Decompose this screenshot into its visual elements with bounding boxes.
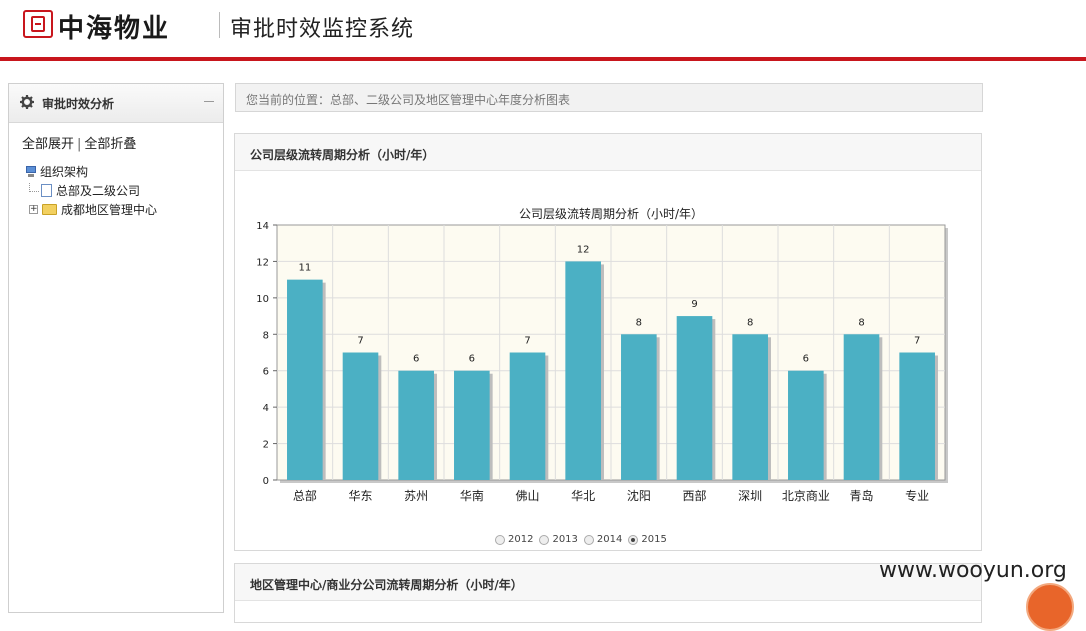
bar — [342, 352, 379, 480]
data-label: 8 — [858, 317, 864, 328]
y-tick-label: 0 — [263, 476, 269, 487]
bar — [843, 334, 880, 480]
y-tick-label: 4 — [263, 403, 269, 414]
data-label: 12 — [577, 244, 590, 255]
page-icon — [41, 184, 52, 197]
bar — [788, 370, 824, 480]
y-tick-label: 10 — [256, 294, 269, 305]
bar — [621, 334, 657, 480]
header-divider — [219, 12, 220, 38]
collapse-panel-icon[interactable] — [204, 101, 214, 102]
y-tick-label: 14 — [256, 221, 269, 232]
tree-root[interactable]: 组织架构 — [25, 162, 157, 181]
legend-year-option[interactable]: 2014 — [583, 534, 623, 545]
tree-node-hq[interactable]: 总部及二级公司 — [25, 181, 157, 200]
data-label: 7 — [914, 336, 920, 347]
bar — [454, 370, 490, 480]
tree-connector — [29, 183, 39, 192]
tree-node-label: 总部及二级公司 — [56, 184, 141, 198]
chart-title: 公司层级流转周期分析（小时/年） — [519, 206, 703, 221]
region-panel: 地区管理中心/商业分公司流转周期分析（小时/年） — [234, 563, 982, 623]
x-tick-label: 华北 — [571, 489, 595, 503]
expand-all-link[interactable]: 全部展开 — [22, 137, 75, 152]
data-label: 7 — [357, 336, 363, 347]
x-tick-label: 苏州 — [404, 489, 428, 503]
panel-title: 公司层级流转周期分析（小时/年） — [235, 134, 981, 171]
legend-year-option[interactable]: 2013 — [539, 534, 578, 545]
bar-chart: 公司层级流转周期分析（小时/年） 0 2 4 6 8 10 12 14 11 总部 7 华东 6 苏州 6 华南… — [256, 206, 948, 503]
data-label: 11 — [298, 263, 311, 274]
x-tick-label: 总部 — [293, 488, 317, 503]
x-tick-label: 佛山 — [515, 489, 539, 503]
bar — [509, 352, 546, 480]
data-label: 9 — [691, 299, 697, 310]
gear-icon — [20, 95, 34, 109]
sidebar-header: 审批时效分析 — [9, 84, 223, 123]
x-tick-label: 专业 — [905, 488, 929, 503]
sidebar: 审批时效分析 全部展开 | 全部折叠 组织架构 总部及二级公司 + 成都地区管理中心 — [8, 83, 224, 613]
expand-plus-icon[interactable]: + — [29, 204, 38, 214]
tree-node-label: 成都地区管理中心 — [61, 203, 158, 217]
data-label: 8 — [636, 317, 642, 328]
y-tick-label: 12 — [256, 257, 269, 268]
y-tick-label: 8 — [263, 330, 269, 341]
legend-year-label: 2014 — [596, 534, 623, 545]
brand-logo-icon — [23, 10, 53, 38]
radio-icon[interactable] — [628, 534, 639, 545]
legend-year-label: 2015 — [641, 534, 667, 545]
system-title: 审批时效监控系统 — [230, 17, 415, 42]
breadcrumb: 您当前的位置：总部、二级公司及地区管理中心年度分析图表 — [235, 83, 983, 112]
x-tick-label: 北京商业 — [782, 488, 830, 503]
header-accent-line — [0, 57, 1086, 61]
computer-icon — [25, 165, 37, 178]
x-tick-label: 华东 — [348, 489, 372, 503]
radio-icon[interactable] — [583, 534, 594, 545]
app-header: 中海物业 审批时效监控系统 — [0, 0, 1086, 61]
bar — [676, 316, 713, 480]
brand-name: 中海物业 — [58, 14, 171, 44]
x-tick-label: 沈阳 — [627, 488, 651, 503]
bar — [398, 370, 434, 480]
watermark: www.wooyun.org — [879, 558, 1067, 583]
tree-node-chengdu[interactable]: + 成都地区管理中心 — [25, 200, 157, 219]
year-legend: 2012 2013 2014 2015 — [495, 534, 667, 545]
panel-title: 地区管理中心/商业分公司流转周期分析（小时/年） — [235, 564, 981, 601]
legend-year-label: 2012 — [508, 534, 534, 545]
data-label: 7 — [524, 336, 530, 347]
radio-icon[interactable] — [539, 534, 550, 545]
org-tree: 组织架构 总部及二级公司 + 成都地区管理中心 — [25, 162, 157, 219]
data-label: 8 — [747, 317, 753, 328]
bar — [287, 279, 323, 480]
tree-root-label: 组织架构 — [40, 165, 89, 179]
data-label: 6 — [803, 354, 809, 365]
data-label: 6 — [469, 354, 475, 365]
x-tick-label: 青岛 — [849, 488, 873, 503]
legend-year-option[interactable]: 2015 — [628, 534, 667, 545]
bar — [732, 334, 768, 480]
legend-year-option[interactable]: 2012 — [495, 534, 533, 545]
x-tick-label: 华南 — [460, 488, 484, 503]
folder-icon — [42, 204, 57, 215]
x-tick-label: 西部 — [682, 488, 706, 503]
legend-year-label: 2013 — [552, 534, 578, 545]
chart-panel: 公司层级流转周期分析（小时/年） 公司层级流转周期分析（小时/年） 0 2 4 6 8 10… — [234, 133, 982, 551]
sidebar-title: 审批时效分析 — [42, 97, 115, 111]
tree-controls: 全部展开 | 全部折叠 — [22, 133, 136, 152]
floating-action-button[interactable] — [1026, 583, 1074, 631]
collapse-all-link[interactable]: 全部折叠 — [84, 137, 137, 152]
bar — [899, 352, 935, 480]
y-tick-label: 2 — [263, 440, 269, 451]
link-separator: | — [77, 137, 82, 152]
y-tick-label: 6 — [263, 367, 269, 378]
data-label: 6 — [413, 354, 419, 365]
bar — [565, 261, 601, 480]
x-tick-label: 深圳 — [738, 489, 762, 503]
radio-icon[interactable] — [495, 534, 505, 545]
